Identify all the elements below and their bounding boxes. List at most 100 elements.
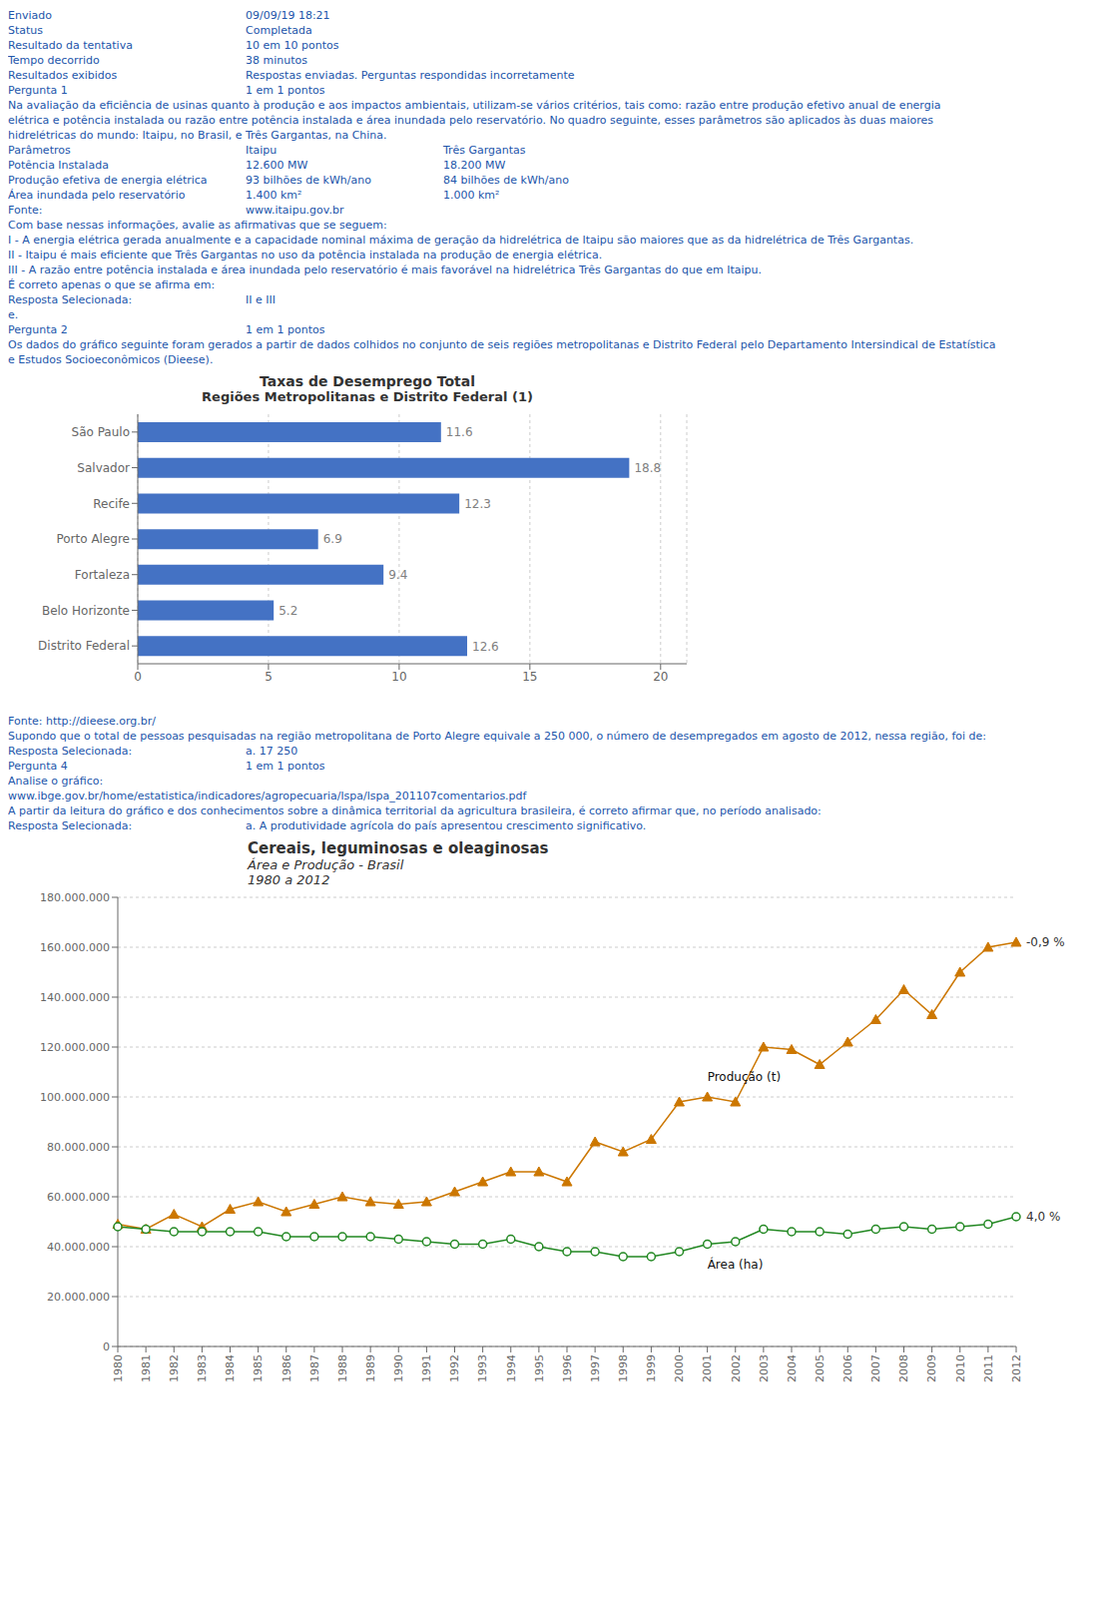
html-text:93 bilhões de kWh/ano: 93 bilhões de kWh/ano <box>245 173 372 187</box>
svg-text:1999: 1999 <box>644 1354 658 1383</box>
html-text:18.200 MW: 18.200 MW <box>443 158 506 172</box>
svg-text:15: 15 <box>522 669 538 684</box>
html-text:Enviado: Enviado <box>7 8 52 22</box>
svg-text:1989: 1989 <box>364 1354 378 1383</box>
svg-text:40.000.000: 40.000.000 <box>46 1240 110 1254</box>
svg-text:1998: 1998 <box>616 1354 630 1383</box>
svg-text:0: 0 <box>133 669 142 684</box>
svg-text:10: 10 <box>391 669 407 684</box>
svg-text:2005: 2005 <box>813 1354 827 1383</box>
html-text:www.itaipu.gov.br: www.itaipu.gov.br <box>245 203 344 217</box>
svg-text:1988: 1988 <box>336 1354 350 1383</box>
html-text:Status: Status <box>7 23 44 37</box>
html-text:Na avaliação da eficiência de: Na avaliação da eficiência de usinas qua… <box>7 98 941 112</box>
svg-text:2012: 2012 <box>1010 1354 1024 1383</box>
svg-text:2004: 2004 <box>785 1354 799 1383</box>
svg-text:1994: 1994 <box>505 1354 519 1383</box>
svg-text:2006: 2006 <box>841 1354 855 1383</box>
svg-text:100.000.000: 100.000.000 <box>39 1091 110 1104</box>
html-text:Três Gargantas: Três Gargantas <box>443 143 526 157</box>
svg-text:Porto Alegre: Porto Alegre <box>55 532 130 547</box>
html-text:Área inundada pelo reservatóri: Área inundada pelo reservatório <box>7 188 186 202</box>
svg-text:2009: 2009 <box>925 1354 939 1383</box>
svg-text:1991: 1991 <box>420 1354 434 1383</box>
svg-text:5.2: 5.2 <box>278 603 298 618</box>
svg-text:1981: 1981 <box>139 1354 153 1383</box>
svg-text:2002: 2002 <box>729 1354 743 1383</box>
svg-text:9.4: 9.4 <box>388 567 408 582</box>
svg-text:140.000.000: 140.000.000 <box>39 991 110 1005</box>
html-text:hidrelétricas do mundo: Itaipu: hidrelétricas do mundo: Itaipu, no Brasi… <box>7 128 387 142</box>
svg-text:2001: 2001 <box>700 1354 714 1383</box>
svg-text:20: 20 <box>652 669 668 684</box>
svg-text:11.6: 11.6 <box>446 425 474 440</box>
svg-text:2011: 2011 <box>982 1354 996 1383</box>
svg-text:Produção (t): Produção (t) <box>707 1070 781 1085</box>
svg-text:1983: 1983 <box>195 1354 209 1383</box>
html-text:Tempo decorrido: Tempo decorrido <box>7 53 100 67</box>
svg-text:80.000.000: 80.000.000 <box>46 1140 110 1154</box>
html-text:10 em 10 pontos: 10 em 10 pontos <box>245 38 339 52</box>
html-text:Taxas de Desemprego Total: Taxas de Desemprego Total <box>259 373 476 390</box>
html-text:Itaipu: Itaipu <box>245 143 277 157</box>
svg-text:1984: 1984 <box>223 1354 237 1383</box>
svg-text:São Paulo: São Paulo <box>71 425 130 440</box>
html-text:1.000 km²: 1.000 km² <box>443 188 500 202</box>
svg-text:4,0 %: 4,0 % <box>1026 1209 1061 1224</box>
html-text:Resultado da tentativa: Resultado da tentativa <box>7 38 133 52</box>
svg-text:Distrito Federal: Distrito Federal <box>37 638 130 653</box>
svg-text:1992: 1992 <box>448 1354 462 1383</box>
svg-text:160.000.000: 160.000.000 <box>39 941 110 955</box>
html-text:Cereais, leguminosas e oleagin: Cereais, leguminosas e oleaginosas <box>247 839 549 858</box>
html-text:1980 a 2012: 1980 a 2012 <box>247 872 330 888</box>
html-text:Respostas enviadas. Perguntas: Respostas enviadas. Perguntas respondida… <box>245 68 575 82</box>
svg-text:5: 5 <box>264 669 273 684</box>
svg-text:2007: 2007 <box>869 1354 883 1383</box>
html-text:1.400 km²: 1.400 km² <box>245 188 302 202</box>
svg-text:2008: 2008 <box>897 1354 911 1383</box>
svg-text:2003: 2003 <box>757 1354 771 1383</box>
svg-text:Área (ha): Área (ha) <box>707 1256 764 1272</box>
svg-text:60.000.000: 60.000.000 <box>46 1190 110 1204</box>
svg-text:1986: 1986 <box>280 1354 294 1383</box>
html-text:Parâmetros: Parâmetros <box>7 143 71 157</box>
html-text:38 minutos: 38 minutos <box>245 53 308 67</box>
svg-text:1997: 1997 <box>588 1354 602 1383</box>
svg-text:6.9: 6.9 <box>323 532 343 547</box>
svg-text:120.000.000: 120.000.000 <box>39 1041 110 1055</box>
html-text:12.600 MW: 12.600 MW <box>245 158 308 172</box>
html-text:84 bilhões de kWh/ano: 84 bilhões de kWh/ano <box>443 173 569 187</box>
svg-text:1995: 1995 <box>533 1354 547 1383</box>
svg-text:2010: 2010 <box>954 1354 968 1383</box>
html-text:Completada: Completada <box>245 23 313 37</box>
svg-text:1993: 1993 <box>476 1354 490 1383</box>
svg-text:20.000.000: 20.000.000 <box>46 1290 110 1304</box>
html-text:Potência Instalada: Potência Instalada <box>7 158 109 172</box>
html-text:Regiões Metropolitanas e Distr: Regiões Metropolitanas e Distrito Federa… <box>201 389 533 405</box>
html-text:elétrica e potência instalada: elétrica e potência instalada ou razão e… <box>7 113 934 127</box>
svg-text:Fortaleza: Fortaleza <box>74 567 130 582</box>
svg-text:-0,9 %: -0,9 % <box>1026 935 1066 950</box>
svg-text:1985: 1985 <box>251 1354 265 1383</box>
svg-text:1987: 1987 <box>308 1354 322 1383</box>
html-text:Resultados exibidos: Resultados exibidos <box>7 68 118 82</box>
html-text:1 em 1 pontos: 1 em 1 pontos <box>245 83 325 97</box>
svg-text:1980: 1980 <box>111 1354 125 1383</box>
svg-text:12.3: 12.3 <box>464 497 492 512</box>
svg-text:1982: 1982 <box>167 1354 181 1383</box>
svg-text:Belo Horizonte: Belo Horizonte <box>41 603 130 618</box>
html-text:Área e Produção - Brasil: Área e Produção - Brasil <box>247 857 404 873</box>
svg-text:1996: 1996 <box>560 1354 574 1383</box>
svg-text:Recife: Recife <box>92 497 130 512</box>
html-text:09/09/19 18:21: 09/09/19 18:21 <box>245 8 331 22</box>
svg-text:18.8: 18.8 <box>633 461 661 476</box>
html-text:Fonte:: Fonte: <box>7 203 43 217</box>
svg-text:2000: 2000 <box>672 1354 686 1383</box>
svg-text:12.6: 12.6 <box>472 639 500 654</box>
html-text:Produção efetiva de energia el: Produção efetiva de energia elétrica <box>7 173 208 187</box>
svg-text:0: 0 <box>102 1340 110 1354</box>
svg-text:Salvador: Salvador <box>76 461 130 476</box>
svg-text:180.000.000: 180.000.000 <box>39 891 110 905</box>
svg-text:1990: 1990 <box>392 1354 406 1383</box>
html-text:Pergunta 1: Pergunta 1 <box>7 83 68 97</box>
